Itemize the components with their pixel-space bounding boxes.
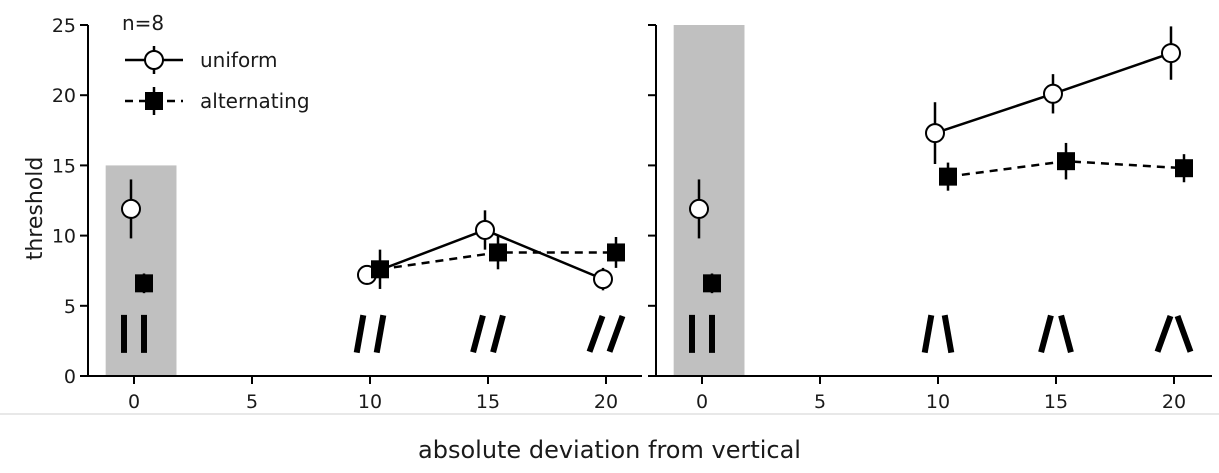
x-tick-label: 15 xyxy=(1044,391,1068,413)
x-tick-label: 5 xyxy=(814,391,826,413)
y-tick-label: 25 xyxy=(52,15,76,37)
y-tick-label: 20 xyxy=(52,85,76,107)
y-tick-label: 0 xyxy=(64,366,76,388)
data-point-alternating xyxy=(703,274,721,293)
stimulus-bar xyxy=(921,314,935,354)
y-tick-label: 5 xyxy=(64,296,76,318)
n-label: n=8 xyxy=(122,11,164,35)
data-point-uniform xyxy=(925,123,945,144)
data-point-alternating xyxy=(939,167,957,186)
legend-label-uniform: uniform xyxy=(200,48,278,72)
stimulus-bar xyxy=(1154,314,1174,353)
x-tick-label: 20 xyxy=(1162,391,1186,413)
data-point-uniform xyxy=(475,219,495,240)
data-point-alternating xyxy=(1057,152,1075,171)
stimulus-bar xyxy=(586,314,606,353)
y-axis-label: threshold xyxy=(23,157,48,261)
legend-marker-uniform xyxy=(144,50,164,70)
stimulus-bar xyxy=(490,314,506,354)
legend-marker-alternating xyxy=(145,92,163,110)
panel-right: 0 5 10 15 20 xyxy=(648,24,1212,413)
panel-left: 0 5 10 15 20 25 0 5 10 15 20 threshold n=8 uniform alt… xyxy=(23,11,642,413)
stimulus-bar xyxy=(606,314,626,353)
x-tick-label: 0 xyxy=(696,391,708,413)
x-tick-label: 15 xyxy=(476,391,500,413)
data-point-uniform xyxy=(1043,83,1063,104)
stimulus-bar xyxy=(373,314,387,354)
stimulus-bar xyxy=(470,314,486,354)
data-point-uniform xyxy=(593,269,613,290)
stimulus-bar xyxy=(941,314,955,354)
data-point-alternating xyxy=(1175,159,1193,178)
data-point-alternating xyxy=(607,243,625,262)
data-point-uniform xyxy=(121,198,141,219)
x-tick-label: 0 xyxy=(128,391,140,413)
x-tick-label: 20 xyxy=(594,391,618,413)
stimulus-bar xyxy=(1058,314,1074,354)
x-axis-label: absolute deviation from vertical xyxy=(418,436,801,464)
y-tick-label: 15 xyxy=(52,155,76,177)
legend-label-alternating: alternating xyxy=(200,89,310,113)
stimulus-bar xyxy=(1038,314,1054,354)
y-tick-label: 10 xyxy=(52,226,76,248)
data-point-alternating xyxy=(489,243,507,262)
data-point-uniform xyxy=(1161,43,1181,64)
data-point-alternating xyxy=(135,274,153,293)
data-point-alternating xyxy=(371,260,389,279)
stimulus-bar xyxy=(1174,314,1194,353)
x-tick-label: 10 xyxy=(358,391,382,413)
data-point-uniform xyxy=(689,198,709,219)
x-tick-label: 10 xyxy=(926,391,950,413)
stimulus-bar xyxy=(353,314,367,354)
x-tick-label: 5 xyxy=(246,391,258,413)
